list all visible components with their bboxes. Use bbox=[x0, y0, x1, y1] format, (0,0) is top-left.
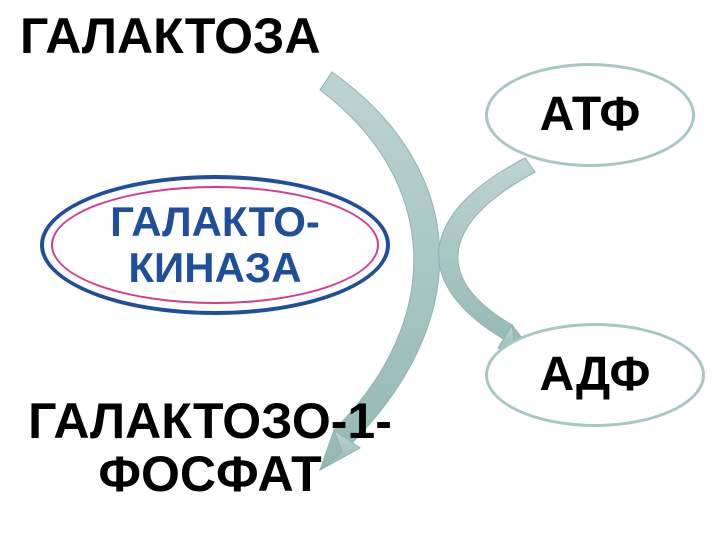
substrate-label: ГАЛАКТОЗА bbox=[20, 10, 321, 63]
product-label: ГАЛАКТОЗО-1- ФОСФАТ bbox=[0, 395, 420, 500]
adp-ellipse: АДФ bbox=[485, 323, 705, 427]
atp-ellipse: АТФ bbox=[485, 63, 695, 167]
enzyme-text: ГАЛАКТО- КИНАЗА bbox=[110, 199, 320, 291]
enzyme-ellipse: ГАЛАКТО- КИНАЗА bbox=[40, 175, 390, 315]
arrow-atp-to-adp bbox=[439, 158, 535, 355]
adp-text: АДФ bbox=[540, 349, 651, 402]
atp-text: АТФ bbox=[540, 89, 641, 142]
enzyme-ellipse-inner: ГАЛАКТО- КИНАЗА bbox=[51, 186, 379, 304]
